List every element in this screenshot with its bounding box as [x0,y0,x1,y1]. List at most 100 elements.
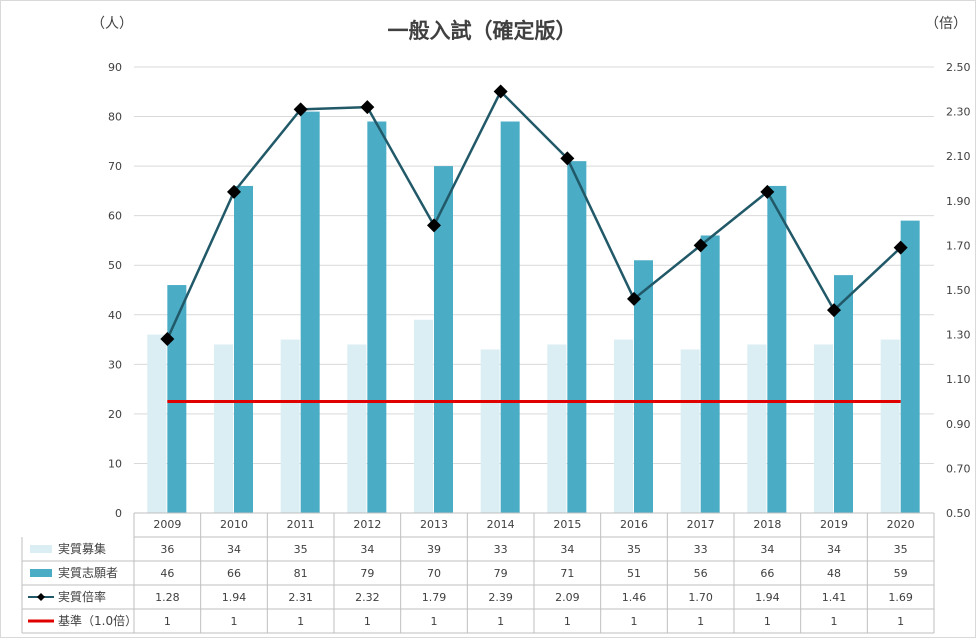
legend-label: 実質倍率 [58,589,106,604]
y-right-tick-label: 2.30 [946,106,971,119]
y-right-tick-label: 1.50 [946,284,971,297]
data-label: 66 [227,567,241,580]
bar-recruitment [147,334,167,513]
data-label: 79 [360,567,374,580]
bar-applicants [434,166,453,513]
bar-recruitment [614,339,633,513]
data-label: 34 [827,543,841,556]
data-label: 79 [494,567,508,580]
data-label: 1.28 [155,591,180,604]
bar-recruitment [880,339,900,513]
y-right-tick-label: 2.50 [946,61,971,74]
data-label: 34 [760,543,774,556]
ratio-marker [627,291,641,306]
x-tick-label: 2011 [287,518,315,531]
y-left-tick-label: 20 [108,408,122,421]
y-right-unit: （倍） [925,16,967,32]
bar-recruitment [480,349,500,513]
data-label: 1.94 [755,591,780,604]
bar-recruitment [547,344,567,513]
x-tick-label: 2017 [687,518,715,531]
bar-recruitment [347,344,367,513]
y-right-tick-label: 2.10 [946,150,971,163]
legend-key [30,545,52,553]
ratio-marker [760,184,775,199]
y-right-axis: 0.50 0.70 0.90 1.10 1.30 1.50 1.70 1.90 2.10 2.30… [946,61,971,520]
bar-recruitment [747,344,767,513]
ratio-marker [293,102,308,117]
y-left-unit: （人） [91,16,133,32]
bars [147,111,920,513]
data-label: 1 [364,615,371,628]
data-label: 33 [494,543,508,556]
data-label: 1 [631,615,638,628]
x-tick-label: 2015 [553,518,581,531]
data-label: 35 [627,543,641,556]
x-tick-label: 2013 [420,518,448,531]
ratio-marker [427,218,441,233]
ratio-marker [893,240,908,255]
data-label: 48 [827,567,841,580]
data-label: 33 [694,543,708,556]
y-left-tick-label: 50 [108,259,122,272]
data-label: 1 [564,615,571,628]
y-right-tick-label: 1.70 [946,239,971,252]
data-label: 56 [694,567,708,580]
y-right-tick-label: 0.70 [946,462,971,475]
data-label: 1 [431,615,438,628]
data-label: 35 [294,543,308,556]
data-label: 35 [894,543,908,556]
data-label: 2.09 [555,591,580,604]
y-left-tick-label: 90 [108,61,122,74]
bar-applicants [500,121,520,513]
data-label: 1 [697,615,704,628]
bar-recruitment [680,349,700,513]
ratio-marker [827,303,841,318]
data-label: 2.32 [355,591,380,604]
x-tick-label: 2009 [153,518,181,531]
ratio-marker [360,100,375,115]
data-label: 1 [297,615,304,628]
legend-label: 実質志願者 [58,565,118,580]
data-label: 70 [427,567,441,580]
data-label: 2.31 [288,591,313,604]
y-left-tick-label: 30 [108,358,122,371]
y-right-tick-label: 1.10 [946,373,971,386]
y-left-tick-label: 10 [108,457,122,470]
ratio-marker [493,84,508,99]
data-label: 39 [427,543,441,556]
ratio-marker [160,332,175,347]
bar-applicants [167,285,187,513]
bar-recruitment [214,344,233,513]
y-right-tick-label: 0.50 [946,507,971,520]
data-table: 2009 2010 2011 2012 2013 2014 2015 2016 2017 2018… [21,512,935,634]
bar-recruitment [414,319,433,513]
y-right-tick-label: 1.30 [946,329,971,342]
bar-applicants [367,121,387,513]
y-left-tick-label: 70 [108,160,122,173]
y-left-tick-label: 0 [115,507,122,520]
data-label: 1.79 [422,591,447,604]
data-label: 36 [160,543,174,556]
bar-applicants [234,185,253,513]
data-label: 51 [627,567,641,580]
legend-key [37,593,45,601]
lines [160,84,908,403]
data-label: 1.94 [222,591,247,604]
data-label: 1.46 [622,591,647,604]
legend-label: 実質募集 [58,541,106,556]
y-left-tick-label: 80 [108,111,122,124]
data-label: 2.39 [488,591,513,604]
data-label: 1 [231,615,238,628]
x-tick-label: 2010 [220,518,248,531]
x-tick-label: 2016 [620,518,648,531]
bar-applicants [300,111,320,513]
bar-applicants [834,275,853,513]
y-left-tick-label: 40 [108,309,122,322]
y-left-axis: 0 10 20 30 40 50 60 70 80 90 [108,61,122,520]
data-label: 71 [560,567,574,580]
data-label: 46 [160,567,174,580]
data-label: 1 [897,615,904,628]
bar-applicants [767,185,787,513]
